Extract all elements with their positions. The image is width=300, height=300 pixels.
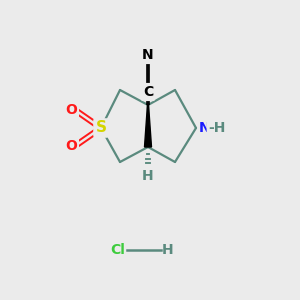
Text: O: O [65, 103, 77, 117]
Text: -H: -H [208, 121, 225, 135]
Text: N: N [199, 121, 211, 135]
Text: C: C [143, 85, 153, 99]
Text: H: H [162, 243, 174, 257]
Text: O: O [65, 139, 77, 153]
Text: H: H [142, 169, 154, 183]
Text: N: N [142, 48, 154, 62]
Polygon shape [145, 105, 152, 147]
Text: Cl: Cl [111, 243, 125, 257]
Text: S: S [95, 121, 106, 136]
